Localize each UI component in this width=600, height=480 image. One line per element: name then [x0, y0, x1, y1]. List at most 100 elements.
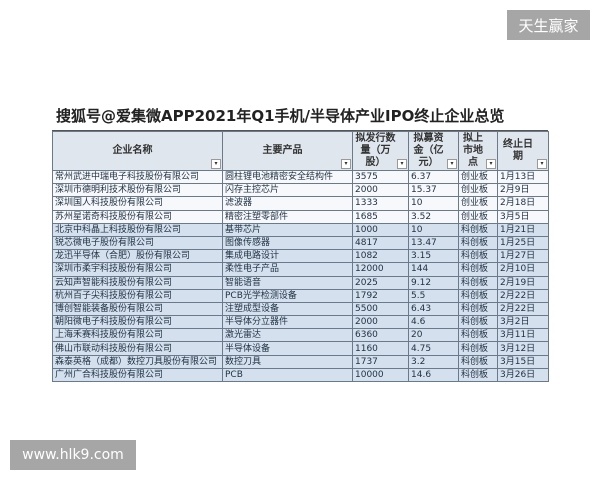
funds-cell: 5.5: [408, 288, 459, 303]
date-cell: 3月5日: [497, 209, 549, 224]
table-row: 北京中科晶上科技股份有限公司 基带芯片 1000 10 科创板 1月21日: [52, 222, 549, 237]
table-row: 苏州星诺奇科技股份有限公司 精密注塑零部件 1685 3.52 创业板 3月5日: [52, 209, 549, 224]
product-cell: 激光雷达: [222, 328, 353, 343]
funds-cell: 3.52: [408, 209, 459, 224]
funds-cell: 3.15: [408, 249, 459, 264]
watermark-badge-top: 天生赢家: [507, 10, 590, 40]
table-row: 锐芯微电子股份有限公司 图像传感器 4817 13.47 科创板 1月25日: [52, 235, 549, 251]
table-row: 龙迅半导体（合肥）股份有限公司 集成电路设计 1082 3.15 科创板 1月27日: [52, 249, 549, 264]
product-cell: PCB: [222, 367, 353, 383]
funds-cell: 6.43: [408, 301, 459, 317]
board-cell: 科创板: [458, 354, 498, 369]
board-cell: 科创板: [458, 341, 498, 356]
shares-cell: 1000: [352, 222, 409, 237]
filter-dropdown-icon[interactable]: ▾: [211, 159, 221, 169]
table-row: 杭州百子尖科技股份有限公司 PCB光学检测设备 1792 5.5 科创板 2月22日: [52, 288, 549, 303]
shares-cell: 4817: [352, 235, 409, 251]
board-cell: 科创板: [458, 328, 498, 343]
shares-cell: 1333: [352, 196, 409, 211]
shares-cell: 3575: [352, 169, 409, 185]
header-label: 企业名称: [112, 145, 153, 156]
shares-cell: 2025: [352, 275, 409, 290]
date-cell: 2月22日: [497, 288, 549, 303]
board-cell: 科创板: [458, 235, 498, 251]
table-row: 深圳国人科技股份有限公司 滤波器 1333 10 创业板 2月18日: [52, 196, 549, 211]
header-funds: 拟募资金（亿元） ▾: [408, 131, 459, 171]
date-cell: 1月27日: [497, 249, 549, 264]
company-cell: 朝阳微电子科技股份有限公司: [52, 315, 223, 330]
table-row: 佛山市联动科技股份有限公司 半导体设备 1160 4.75 科创板 3月12日: [52, 341, 549, 356]
shares-cell: 5500: [352, 301, 409, 317]
shares-cell: 1792: [352, 288, 409, 303]
funds-cell: 10: [408, 196, 459, 211]
product-cell: 柔性电子产品: [222, 262, 353, 277]
shares-cell: 2000: [352, 315, 409, 330]
funds-cell: 3.2: [408, 354, 459, 369]
header-shares: 拟发行数量（万股） ▾: [352, 131, 409, 171]
date-cell: 3月12日: [497, 341, 549, 356]
funds-cell: 10: [408, 222, 459, 237]
filter-dropdown-icon[interactable]: ▾: [486, 159, 496, 169]
board-cell: 科创板: [458, 275, 498, 290]
funds-cell: 4.75: [408, 341, 459, 356]
ipo-table-image: 搜狐号@爱集微APP2021年Q1手机/半导体产业IPO终止企业总览 企业名称 ▾…: [52, 102, 549, 383]
product-cell: 智能语音: [222, 275, 353, 290]
product-cell: PCB光学检测设备: [222, 288, 353, 303]
shares-cell: 1082: [352, 249, 409, 264]
company-cell: 苏州星诺奇科技股份有限公司: [52, 209, 223, 224]
company-cell: 龙迅半导体（合肥）股份有限公司: [52, 249, 223, 264]
product-cell: 基带芯片: [222, 222, 353, 237]
funds-cell: 6.37: [408, 169, 459, 185]
table-row: 云知声智能科技股份有限公司 智能语音 2025 9.12 科创板 2月19日: [52, 275, 549, 290]
header-date: 终止日期 ▾: [497, 131, 549, 171]
header-label: 主要产品: [262, 145, 303, 156]
shares-cell: 12000: [352, 262, 409, 277]
filter-dropdown-icon[interactable]: ▾: [537, 159, 547, 169]
board-cell: 科创板: [458, 315, 498, 330]
ipo-table: 企业名称 ▾ 主要产品 ▾ 拟发行数量（万股） ▾ 拟募资金（亿元） ▾ 拟上市地点 ▾ 终止日期 ▾…: [52, 131, 549, 383]
date-cell: 3月26日: [497, 367, 549, 383]
table-row: 广州广合科技股份有限公司 PCB 10000 14.6 科创板 3月26日: [52, 367, 549, 383]
company-cell: 深圳市德明利技术股份有限公司: [52, 183, 223, 198]
filter-dropdown-icon[interactable]: ▾: [397, 159, 407, 169]
product-cell: 精密注塑零部件: [222, 209, 353, 224]
shares-cell: 6360: [352, 328, 409, 343]
board-cell: 创业板: [458, 209, 498, 224]
date-cell: 3月11日: [497, 328, 549, 343]
funds-cell: 4.6: [408, 315, 459, 330]
filter-dropdown-icon[interactable]: ▾: [341, 159, 351, 169]
filter-dropdown-icon[interactable]: ▾: [447, 159, 457, 169]
company-cell: 北京中科晶上科技股份有限公司: [52, 222, 223, 237]
product-cell: 闪存主控芯片: [222, 183, 353, 198]
header-product: 主要产品 ▾: [222, 131, 353, 171]
product-cell: 滤波器: [222, 196, 353, 211]
funds-cell: 9.12: [408, 275, 459, 290]
product-cell: 数控刀具: [222, 354, 353, 369]
watermark-badge-bottom: www.hlk9.com: [10, 440, 136, 470]
table-row: 深圳市柔宇科技股份有限公司 柔性电子产品 12000 144 科创板 2月10日: [52, 262, 549, 277]
product-cell: 半导体分立器件: [222, 315, 353, 330]
board-cell: 创业板: [458, 169, 498, 185]
product-cell: 集成电路设计: [222, 249, 353, 264]
board-cell: 科创板: [458, 262, 498, 277]
table-row: 深圳市德明利技术股份有限公司 闪存主控芯片 2000 15.37 创业板 2月9日: [52, 183, 549, 198]
date-cell: 1月25日: [497, 235, 549, 251]
header-company: 企业名称 ▾: [52, 131, 223, 171]
shares-cell: 1685: [352, 209, 409, 224]
company-cell: 锐芯微电子股份有限公司: [52, 235, 223, 251]
header-label: 拟发行数量（万股）: [355, 133, 396, 168]
product-cell: 圆柱锂电池精密安全结构件: [222, 169, 353, 185]
board-cell: 创业板: [458, 183, 498, 198]
date-cell: 2月10日: [497, 262, 549, 277]
date-cell: 1月21日: [497, 222, 549, 237]
company-cell: 博创智能装备股份有限公司: [52, 301, 223, 317]
board-cell: 科创板: [458, 288, 498, 303]
company-cell: 深圳国人科技股份有限公司: [52, 196, 223, 211]
company-cell: 佛山市联动科技股份有限公司: [52, 341, 223, 356]
date-cell: 1月13日: [497, 169, 549, 185]
header-label: 终止日期: [503, 139, 533, 162]
header-board: 拟上市地点 ▾: [458, 131, 498, 171]
product-cell: 注塑成型设备: [222, 301, 353, 317]
company-cell: 森泰英格（成都）数控刀具股份有限公司: [52, 354, 223, 369]
funds-cell: 20: [408, 328, 459, 343]
